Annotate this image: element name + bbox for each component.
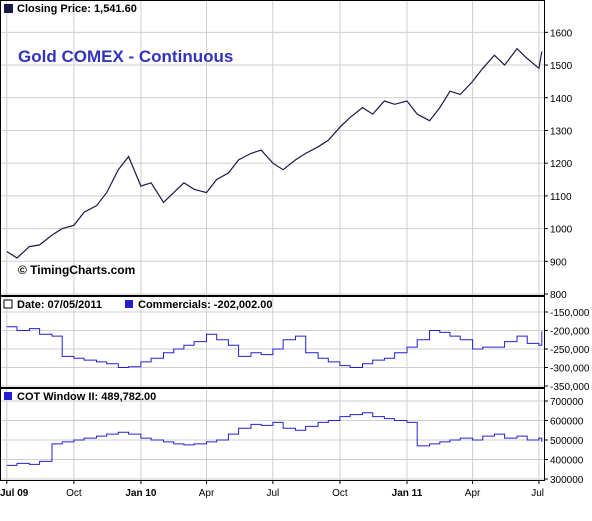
commercials-legend-swatch [125, 300, 133, 308]
y-tick-label: 1500 [550, 61, 573, 72]
commercials-header-label: Commercials: -202,002.00 [138, 299, 273, 311]
x-tick-label: Jul 09 [0, 488, 29, 499]
cot-grid [1, 389, 544, 480]
date-legend-swatch [3, 299, 13, 309]
x-tick-label: Apr [199, 488, 215, 499]
y-tick-label: 1000 [550, 225, 573, 236]
y-tick-label: -150,000 [550, 308, 590, 319]
chart-title: Gold COMEX - Continuous [18, 47, 233, 66]
cot-series-line [6, 412, 543, 466]
y-tick-label: 1600 [550, 28, 573, 39]
x-tick-label: Jan 11 [392, 488, 423, 499]
y-tick-label: 1100 [550, 192, 572, 203]
x-tick-label: Oct [332, 488, 348, 499]
y-tick-label: -200,000 [550, 327, 590, 338]
cot-header-label: COT Window II: 489,782.00 [17, 391, 156, 403]
x-tick-label: Jul [531, 488, 544, 499]
y-tick-label: 600000 [550, 417, 584, 428]
y-tick-label: 1300 [550, 126, 573, 137]
y-tick-label: 1200 [550, 159, 573, 170]
y-tick-label: 800 [550, 290, 567, 301]
price-legend-swatch [4, 4, 13, 13]
y-tick-label: 900 [550, 257, 567, 268]
price-y-axis: 800 900 1000 1100 1200 1300 1400 1500 1600 [544, 28, 573, 301]
y-tick-label: 500000 [550, 436, 584, 447]
x-tick-label: Jan 10 [125, 488, 157, 499]
date-header-label: Date: 07/05/2011 [17, 299, 102, 311]
cot-panel: COT Window II: 489,782.00 700000 600000 50… [0, 388, 584, 486]
y-tick-label: -250,000 [550, 345, 590, 356]
commercials-y-axis: -150,000 -200,000 -250,000 -300,000 -350,000 [544, 308, 590, 393]
x-axis: Jul 09 Oct Jan 10 Apr Jul Oct Jan 11 Apr Jul [0, 480, 544, 499]
price-header-label: Closing Price: 1,541.60 [17, 3, 137, 15]
y-tick-label: 400000 [550, 456, 584, 467]
price-series-line [6, 47, 543, 259]
y-tick-label: -300,000 [550, 364, 590, 375]
price-grid [1, 1, 544, 295]
cot-legend-swatch [4, 392, 12, 400]
x-tick-label: Oct [66, 488, 82, 499]
y-tick-label: 300000 [550, 475, 584, 486]
y-tick-label: 700000 [550, 397, 584, 408]
x-tick-label: Jul [266, 488, 279, 499]
commercials-panel: Date: 07/05/2011 Commercials: -202,002.0… [0, 296, 590, 393]
price-panel: Closing Price: 1,541.60 Gold COMEX - Con… [0, 0, 573, 301]
x-tick-label: Apr [465, 488, 481, 499]
watermark: © TimingCharts.com [18, 263, 135, 277]
commercials-grid [1, 297, 544, 387]
y-tick-label: 1400 [550, 94, 573, 105]
commercials-series-line [6, 326, 543, 368]
cot-y-axis: 700000 600000 500000 400000 300000 [544, 397, 584, 486]
y-tick-label: -350,000 [550, 382, 590, 393]
